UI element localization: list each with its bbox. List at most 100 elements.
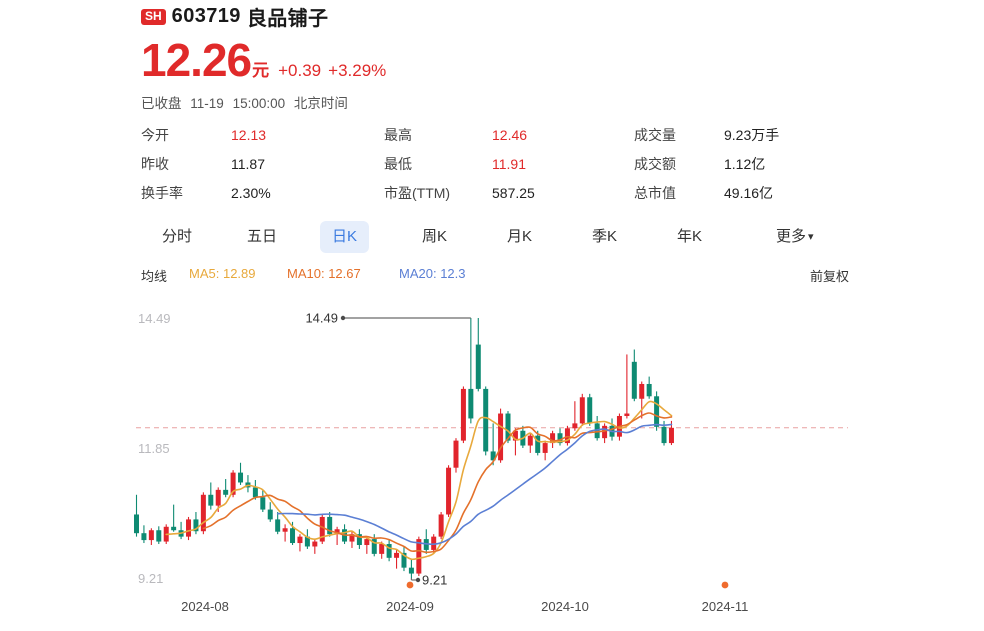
y-axis-tick: 9.21 (138, 571, 163, 586)
tab-yearly-k[interactable]: 年K (677, 228, 703, 245)
x-axis-tick: 2024-10 (541, 599, 589, 614)
tab-daily-k[interactable]: 日K (320, 221, 370, 253)
stat-open: 今开 12.13 (141, 125, 384, 145)
symbol-header: SH 603719 良品铺子 (141, 2, 328, 31)
stat-value: 2.30% (231, 184, 271, 201)
event-dot[interactable] (721, 581, 729, 589)
event-dot[interactable] (406, 581, 414, 589)
quote-date: 11-19 (190, 96, 224, 111)
market-status-row: 已收盘 11-19 15:00:00 北京时间 (141, 92, 353, 112)
ma5-label: MA5: (189, 266, 220, 281)
tab-intraday[interactable]: 分时 (162, 228, 193, 245)
candle (394, 548, 400, 569)
stat-market-cap: 总市值 49.16亿 (634, 183, 773, 203)
ma20-label: MA20: (399, 266, 437, 281)
stat-label: 最低 (384, 155, 412, 172)
candle (602, 423, 608, 444)
stats-grid: 今开 12.13 最高 12.46 成交量 9.23万手 昨收 11.87 最低… (141, 120, 849, 207)
price-change-percent: +3.29% (328, 61, 387, 80)
ma-line-ma10 (202, 412, 673, 554)
candle (512, 428, 518, 456)
candle (186, 516, 192, 541)
candle (312, 539, 318, 554)
candle (141, 525, 147, 544)
candle (527, 433, 533, 453)
x-axis-tick: 2024-11 (702, 599, 749, 614)
candle (267, 502, 273, 522)
symbol-code: 603719 (171, 5, 241, 27)
candle (408, 558, 414, 578)
candle (460, 386, 466, 444)
ma5-value: 12.89 (222, 266, 256, 281)
ma-line-ma5 (165, 400, 673, 561)
candle (319, 514, 325, 545)
candle (297, 534, 303, 552)
candle (453, 438, 459, 473)
ma10-value: 12.67 (328, 266, 361, 281)
ma10-label: MA10: (287, 266, 325, 281)
candle (275, 512, 281, 535)
stats-row: 换手率 2.30% 市盈(TTM) 587.25 总市值 49.16亿 (141, 178, 849, 207)
ma-line-ma20 (276, 423, 673, 546)
tab-quarterly-k[interactable]: 季K (592, 228, 618, 245)
tab-weekly-k[interactable]: 周K (422, 228, 448, 245)
tab-monthly-k[interactable]: 月K (507, 228, 533, 245)
candle (156, 526, 162, 545)
adjust-mode-button[interactable]: 前复权 (809, 269, 849, 284)
ma-legend-title: 均线 (141, 269, 168, 284)
ma20-legend: MA20: 12.3 (399, 266, 466, 281)
candle (438, 512, 444, 540)
candlestick-chart[interactable]: 14.49 11.85 9.21 2024-08 2024-09 2024-10 2024… (0, 292, 984, 631)
stat-label: 昨收 (141, 155, 169, 172)
price-header: 12.26 元 +0.39 +3.29% (141, 34, 386, 86)
quote-timezone: 北京时间 (293, 96, 348, 111)
candle (282, 524, 288, 542)
candle (646, 376, 652, 399)
candle (171, 504, 177, 532)
candle (386, 539, 392, 562)
event-markers[interactable] (406, 581, 729, 589)
stat-value: 587.25 (492, 184, 535, 201)
price-change: +0.39 (278, 61, 322, 80)
stat-label: 最高 (384, 126, 412, 143)
high-callout-label: 14.49 (305, 311, 338, 326)
period-tab-bar: 分时 五日 日K 周K 月K 季K 年K 更多 ▾ (141, 221, 849, 259)
candle (446, 465, 452, 517)
candle (587, 393, 593, 426)
stat-label: 总市值 (634, 184, 676, 201)
stat-low: 最低 11.91 (384, 154, 634, 174)
chevron-down-icon: ▾ (808, 231, 814, 243)
market-status: 已收盘 (141, 96, 182, 111)
chart-annotations: 14.49 9.21 (305, 311, 471, 588)
candle (349, 531, 355, 548)
stat-value: 1.12亿 (724, 155, 766, 172)
candle (535, 430, 541, 456)
price-unit: 元 (252, 61, 270, 80)
stat-value: 11.87 (231, 155, 265, 172)
stat-value: 12.46 (492, 126, 528, 143)
candle (334, 526, 340, 546)
candle (193, 512, 199, 535)
y-axis-tick: 14.49 (138, 311, 171, 326)
ma5-legend: MA5: 12.89 (189, 266, 256, 281)
candle (178, 521, 184, 540)
candle (260, 489, 266, 513)
tab-five-day[interactable]: 五日 (247, 228, 278, 245)
candle (401, 546, 407, 572)
tab-more[interactable]: 更多 ▾ (776, 221, 814, 253)
candle (238, 462, 244, 485)
stat-turnover-rate: 换手率 2.30% (141, 183, 384, 203)
candle (594, 415, 600, 441)
candle (542, 440, 548, 461)
stat-turnover-amount: 成交额 1.12亿 (634, 154, 765, 174)
candle (148, 528, 154, 546)
y-axis-tick: 11.85 (138, 441, 170, 456)
stats-row: 昨收 11.87 最低 11.91 成交额 1.12亿 (141, 149, 849, 178)
stat-value: 49.16亿 (724, 184, 774, 201)
candle (475, 318, 481, 392)
ma20-value: 12.3 (440, 266, 466, 281)
candle (631, 349, 637, 402)
candle (208, 482, 214, 510)
